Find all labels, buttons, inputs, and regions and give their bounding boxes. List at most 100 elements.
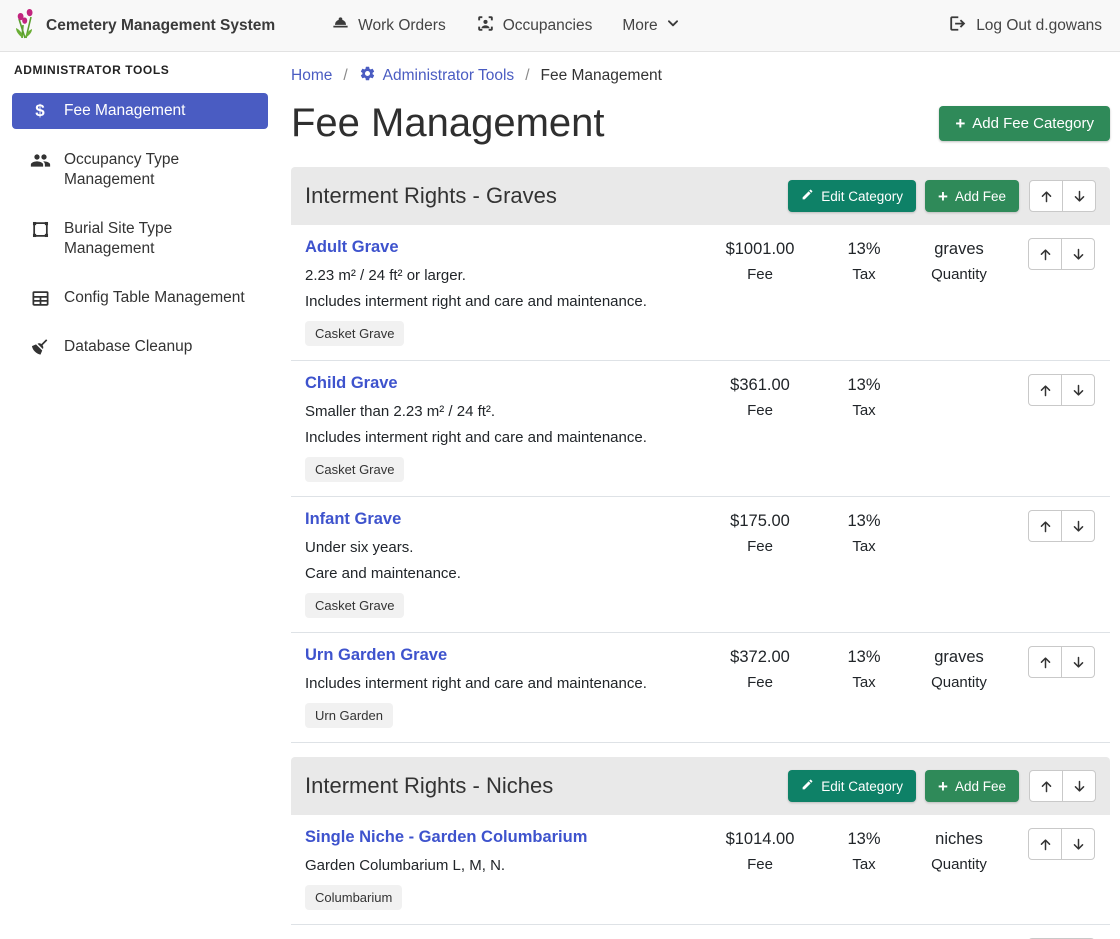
fee-label: Fee [747,538,773,555]
breadcrumb-admin-tools[interactable]: Administrator Tools [359,65,514,87]
fee-label: Fee [747,266,773,283]
breadcrumb-current: Fee Management [540,67,663,84]
fee-amount: $1001.00 [725,240,795,258]
fee-description: Includes interment right and care and ma… [305,429,647,446]
move-up-button[interactable] [1028,238,1062,270]
move-down-button[interactable] [1061,374,1095,406]
occupant-badge-icon [476,14,495,38]
sidebar-item-label: Occupancy Type Management [64,151,180,188]
tax-label: Tax [852,402,876,419]
fee-category-card-graves: Interment Rights - Graves Edit Category … [291,167,1110,743]
move-down-button[interactable] [1061,238,1095,270]
fee-reorder-group [1028,374,1098,406]
tulip-logo-icon [12,7,38,44]
fee-description: Includes interment right and care and ma… [305,675,647,692]
breadcrumb: Home / Administrator Tools / Fee Managem… [291,65,1110,87]
move-down-button[interactable] [1061,510,1095,542]
chevron-down-icon [666,16,680,35]
move-down-button[interactable] [1061,646,1095,678]
add-fee-button[interactable]: + Add Fee [925,770,1019,802]
move-down-button[interactable] [1062,180,1096,212]
move-up-button[interactable] [1028,646,1062,678]
broom-icon [28,337,52,357]
dollar-icon: $ [35,101,45,120]
fee-name-link[interactable]: Adult Grave [305,238,399,256]
fee-description: Under six years. [305,539,414,556]
fee-row-single-niche: Single Niche - Garden Columbarium Garden… [291,815,1110,925]
breadcrumb-separator: / [525,67,530,84]
fee-reorder-group [1028,510,1098,542]
move-up-button[interactable] [1028,510,1062,542]
top-navbar: Cemetery Management System Work Orders O… [0,0,1120,52]
pencil-icon [801,778,814,794]
fee-name-link[interactable]: Infant Grave [305,510,402,528]
sidebar-item-config-table[interactable]: Config Table Management [12,280,268,316]
fee-name-link[interactable]: Urn Garden Grave [305,646,448,664]
nav-occupancies-label: Occupancies [502,16,593,34]
category-reorder-group [1029,770,1096,802]
move-up-button[interactable] [1029,770,1063,802]
fee-description: Includes interment right and care and ma… [305,293,647,310]
tax-label: Tax [852,856,876,873]
add-fee-button[interactable]: + Add Fee [925,180,1019,212]
fee-reorder-group [1028,828,1098,860]
fee-reorder-group [1028,238,1098,270]
move-up-button[interactable] [1029,180,1063,212]
fee-row-adult-grave: Adult Grave 2.23 m² / 24 ft² or larger. … [291,225,1110,361]
tax-label: Tax [852,266,876,283]
sidebar-item-fee-management[interactable]: $ Fee Management [12,93,268,129]
quantity-unit: graves [934,648,984,666]
fee-amount: $175.00 [730,512,790,530]
plus-icon: + [938,776,948,796]
edit-category-button[interactable]: Edit Category [788,180,917,212]
breadcrumb-separator: / [343,67,348,84]
category-header: Interment Rights - Graves Edit Category … [291,167,1110,225]
breadcrumb-home[interactable]: Home [291,67,333,84]
sidebar-item-database-cleanup[interactable]: Database Cleanup [12,329,268,365]
fee-name-link[interactable]: Single Niche - Garden Columbarium [305,828,588,846]
logout-button[interactable]: Log Out d.gowans [948,14,1102,38]
nav-occupancies[interactable]: Occupancies [476,14,593,38]
nav-work-orders[interactable]: Work Orders [331,14,446,38]
sidebar-item-label: Fee Management [64,102,186,119]
nav-more[interactable]: More [622,16,679,35]
sidebar-item-occupancy-type[interactable]: Occupancy Type Management [12,142,268,198]
sidebar-item-label: Database Cleanup [64,338,193,355]
tax-amount: 13% [847,240,881,258]
fee-name-link[interactable]: Child Grave [305,374,398,392]
move-down-button[interactable] [1061,828,1095,860]
move-down-button[interactable] [1062,770,1096,802]
sidebar-item-burial-site-type[interactable]: Burial Site Type Management [12,211,268,267]
fee-tag-badge: Casket Grave [305,321,405,346]
app-title: Cemetery Management System [46,16,276,34]
pencil-icon [801,188,814,204]
fee-row-child-grave: Child Grave Smaller than 2.23 m² / 24 ft… [291,361,1110,497]
table-icon [28,288,52,308]
main-content: Home / Administrator Tools / Fee Managem… [280,52,1120,939]
fee-description: 2.23 m² / 24 ft² or larger. [305,267,466,284]
logout-icon [948,14,967,38]
tax-label: Tax [852,538,876,555]
fee-label: Fee [747,674,773,691]
quantity-label: Quantity [931,674,987,691]
add-fee-category-button[interactable]: + Add Fee Category [939,106,1110,141]
quantity-label: Quantity [931,266,987,283]
quantity-unit: niches [935,830,983,848]
sidebar-item-label: Burial Site Type Management [64,220,173,257]
fee-label: Fee [747,856,773,873]
tax-amount: 13% [847,648,881,666]
fee-label: Fee [747,402,773,419]
move-up-button[interactable] [1028,374,1062,406]
fee-description: Care and maintenance. [305,565,461,582]
nav-more-label: More [622,16,658,34]
fee-row-urn-garden-grave: Urn Garden Grave Includes interment righ… [291,633,1110,743]
fee-row-companion-niche: Companion Niche - Garden Columbarium Gar… [291,925,1110,939]
move-up-button[interactable] [1028,828,1062,860]
tax-label: Tax [852,674,876,691]
edit-category-button[interactable]: Edit Category [788,770,917,802]
nav-work-orders-label: Work Orders [358,16,446,34]
sidebar-heading: ADMINISTRATOR TOOLS [14,63,170,77]
logout-label: Log Out d.gowans [976,16,1102,34]
fee-amount: $361.00 [730,376,790,394]
sidebar: ADMINISTRATOR TOOLS $ Fee Management Occ… [0,52,280,939]
